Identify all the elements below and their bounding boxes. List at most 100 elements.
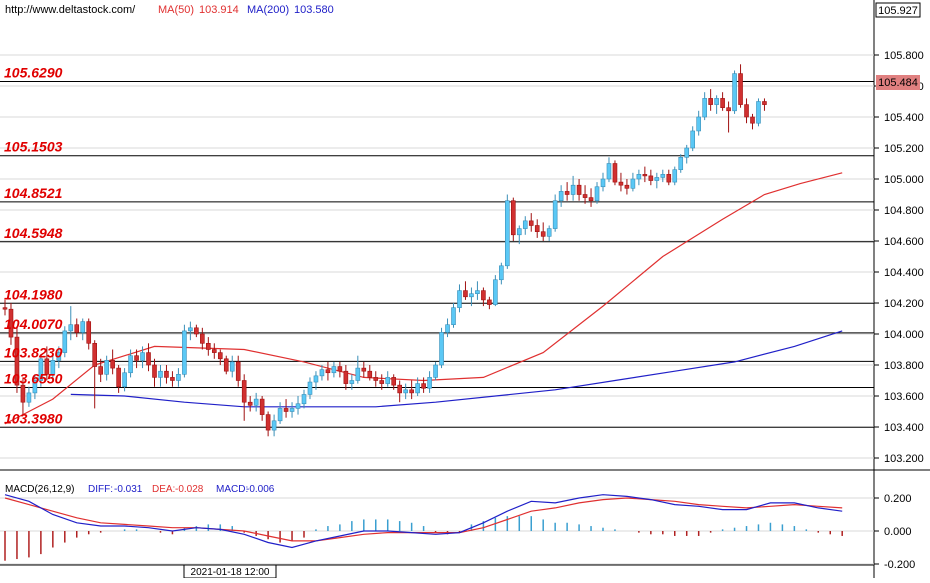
candle-body bbox=[223, 358, 229, 372]
level-label: 104.8521 bbox=[4, 185, 63, 201]
candle-body bbox=[403, 389, 408, 394]
macd-histogram bbox=[4, 516, 843, 561]
candle-body bbox=[696, 116, 701, 132]
candle-body bbox=[104, 360, 109, 375]
candle-body bbox=[247, 401, 253, 406]
candle-body bbox=[618, 181, 624, 186]
candle-body bbox=[152, 364, 157, 378]
candle-body bbox=[44, 358, 50, 375]
candle-body bbox=[397, 384, 402, 394]
candle-body bbox=[672, 169, 678, 183]
candle-body bbox=[684, 147, 690, 158]
candle-body bbox=[528, 220, 534, 226]
candle-body bbox=[343, 370, 349, 384]
candle-body bbox=[38, 358, 44, 381]
candle-body bbox=[62, 330, 68, 353]
macd-diff-label: DIFF: bbox=[88, 484, 113, 495]
candle-body bbox=[349, 380, 355, 384]
candle-body bbox=[654, 177, 660, 181]
candle-body bbox=[457, 290, 462, 308]
macd-tick-label: 0.200 bbox=[884, 493, 912, 505]
ma50-label: MA(50) bbox=[158, 4, 194, 16]
macd-tick-label: -0.200 bbox=[884, 559, 915, 571]
candle-body bbox=[594, 186, 600, 201]
candle-body bbox=[110, 360, 115, 369]
last-price-text: 105.484 bbox=[878, 77, 918, 89]
candle-body bbox=[200, 333, 205, 344]
candle-body bbox=[313, 375, 319, 383]
candle-body bbox=[510, 200, 516, 236]
price-tick-label: 105.000 bbox=[884, 174, 924, 186]
candle-body bbox=[235, 361, 241, 381]
level-label: 104.1980 bbox=[4, 286, 63, 302]
candle-body bbox=[487, 299, 492, 305]
macd-tick-label: 0.000 bbox=[884, 526, 912, 538]
candle-body bbox=[301, 394, 307, 405]
price-tick-label: 105.400 bbox=[884, 112, 924, 124]
candle-body bbox=[26, 392, 32, 403]
macd-dea-label: DEA: bbox=[152, 484, 175, 495]
candle-body bbox=[20, 384, 26, 403]
candle-body bbox=[98, 366, 103, 375]
candle-body bbox=[164, 370, 169, 378]
candle-body bbox=[570, 184, 576, 195]
candle-body bbox=[588, 197, 594, 202]
candle-body bbox=[229, 361, 235, 372]
candle-body bbox=[8, 308, 14, 338]
candle-body bbox=[564, 191, 570, 195]
ma200-value: 103.580 bbox=[294, 4, 334, 16]
price-tick-label: 104.200 bbox=[884, 298, 924, 310]
candle-body bbox=[409, 389, 414, 394]
candle-body bbox=[612, 163, 618, 183]
candle-body bbox=[552, 200, 558, 229]
candle-body bbox=[708, 98, 713, 105]
macd-diff-value: -0.031 bbox=[114, 484, 143, 495]
candle-body bbox=[194, 327, 199, 335]
candle-body bbox=[582, 194, 588, 198]
level-label: 105.6290 bbox=[4, 65, 63, 81]
price-tick-label: 103.400 bbox=[884, 422, 924, 434]
price-tick-label: 103.600 bbox=[884, 391, 924, 403]
candle-body bbox=[522, 220, 528, 229]
ma50-line bbox=[4, 172, 843, 425]
candle-body bbox=[636, 174, 642, 180]
candle-body bbox=[86, 321, 92, 344]
candle-body bbox=[493, 279, 498, 305]
candle-body bbox=[277, 408, 283, 422]
candle-body bbox=[600, 178, 606, 188]
candle-body bbox=[283, 408, 289, 412]
macd-title: MACD(26,12,9) bbox=[5, 484, 74, 495]
level-label: 104.0070 bbox=[4, 316, 63, 332]
candle-body bbox=[546, 228, 552, 237]
level-labels: 105.6290 105.1503 104.8521 104.5948 104.1980… bbox=[4, 65, 63, 427]
level-label: 103.6550 bbox=[4, 370, 63, 386]
candle-body bbox=[32, 380, 38, 394]
candle-body bbox=[630, 178, 636, 189]
candle-body bbox=[624, 184, 630, 189]
candle-body bbox=[391, 377, 397, 386]
candle-body bbox=[534, 225, 540, 232]
candle-body bbox=[439, 332, 444, 366]
candle-body bbox=[331, 366, 337, 374]
price-tick-label: 103.200 bbox=[884, 453, 924, 465]
candle-body bbox=[253, 398, 259, 406]
candle-body bbox=[445, 324, 450, 333]
candle-body bbox=[259, 398, 265, 415]
price-tick-label: 105.800 bbox=[884, 50, 924, 62]
price-tick-label: 104.800 bbox=[884, 205, 924, 217]
candle-body bbox=[373, 377, 379, 381]
candle-body bbox=[182, 330, 187, 375]
candle-body bbox=[427, 377, 432, 389]
candle-body bbox=[720, 98, 725, 109]
candle-body bbox=[241, 380, 247, 403]
macd-gridlines bbox=[0, 497, 874, 565]
candle-body bbox=[475, 290, 480, 295]
candle-body bbox=[307, 381, 313, 395]
candle-body bbox=[337, 366, 343, 372]
candle-body bbox=[469, 293, 474, 298]
candle-body bbox=[50, 360, 56, 375]
candle-body bbox=[690, 130, 696, 149]
candle-body bbox=[726, 107, 731, 112]
macd-dea-value: -0.028 bbox=[175, 484, 204, 495]
candle-body bbox=[188, 327, 193, 332]
